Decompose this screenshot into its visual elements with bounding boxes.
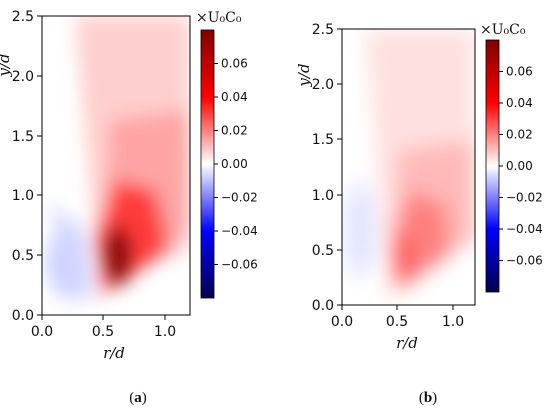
x-tick-label: 1.0 [154, 324, 176, 340]
y-axis-a: 0.0 0.5 1.0 1.5 2.0 2.5 y/d [0, 9, 42, 324]
heatmap-field-a [42, 16, 190, 315]
colorbar-a: ×U₀C₀ 0.06 0.04 0.02 0.00 −0.02 −0.04 −0.06 [196, 10, 258, 299]
caption-b: (b) [419, 390, 437, 406]
y-axis-b: 0.0 0.5 1.0 1.5 2.0 2.5 y/d [295, 22, 342, 314]
y-axis-label: y/d [295, 63, 313, 87]
x-tick-label: 0.5 [92, 324, 114, 340]
x-axis-a: 0.0 0.5 1.0 r/d [31, 315, 176, 362]
y-tick-label: 1.0 [12, 188, 34, 204]
caption-a: (a) [129, 390, 147, 406]
y-tick-label: 1.5 [12, 129, 34, 145]
colorbar-gradient-a [200, 29, 215, 299]
colorbar-tick-label: 0.02 [221, 124, 248, 138]
colorbar-b: ×U₀C₀ 0.06 0.04 0.02 0.00 −0.02 −0.04 −0.06 [480, 22, 543, 293]
y-tick-label: 2.0 [12, 69, 34, 85]
colorbar-tick-label: −0.06 [221, 258, 258, 272]
y-tick-label: 1.0 [312, 188, 334, 204]
colorbar-tick-label: 0.06 [221, 57, 248, 71]
x-tick-label: 1.0 [442, 314, 464, 330]
colorbar-gradient-b [485, 39, 500, 293]
x-axis-label: r/d [103, 344, 125, 362]
colorbar-tick-label: 0.00 [221, 157, 248, 171]
y-tick-label: 2.5 [312, 22, 334, 38]
colorbar-unit-label: ×U₀C₀ [196, 10, 242, 26]
x-tick-label: 0.5 [386, 314, 408, 330]
y-tick-label: 0.5 [312, 243, 334, 259]
colorbar-tick-label: 0.04 [221, 90, 248, 104]
plot-frame-a [41, 15, 191, 316]
colorbar-tick-label: −0.02 [506, 191, 543, 205]
x-tick-label: 0.0 [331, 314, 353, 330]
colorbar-tick-label: −0.02 [221, 191, 258, 205]
y-axis-label: y/d [0, 53, 13, 77]
y-tick-label: 1.5 [312, 132, 334, 148]
colorbar-tick-label: 0.02 [506, 128, 533, 142]
x-axis-b: 0.0 0.5 1.0 r/d [331, 305, 464, 352]
colorbar-tick-label: −0.06 [506, 254, 543, 268]
y-tick-label: 0.0 [12, 308, 34, 324]
heatmap-field-b [342, 29, 475, 305]
y-tick-label: 0.0 [312, 298, 334, 314]
x-tick-label: 0.0 [31, 324, 53, 340]
panel-a: 0.0 0.5 1.0 r/d 0.0 0.5 1.0 1.5 2.0 2.5 … [0, 9, 258, 406]
plot-frame-b [341, 28, 476, 306]
colorbar-tick-label: 0.06 [506, 65, 533, 79]
x-axis-label: r/d [396, 334, 418, 352]
y-tick-label: 2.5 [12, 9, 34, 25]
y-tick-label: 2.0 [312, 77, 334, 93]
colorbar-tick-label: −0.04 [221, 224, 258, 238]
panel-b: 0.0 0.5 1.0 r/d 0.0 0.5 1.0 1.5 2.0 2.5 … [295, 22, 543, 406]
colorbar-tick-label: 0.04 [506, 96, 533, 110]
colorbar-tick-label: −0.04 [506, 222, 543, 236]
colorbar-unit-label: ×U₀C₀ [480, 22, 526, 38]
colorbar-tick-label: 0.00 [506, 159, 533, 173]
y-tick-label: 0.5 [12, 248, 34, 264]
